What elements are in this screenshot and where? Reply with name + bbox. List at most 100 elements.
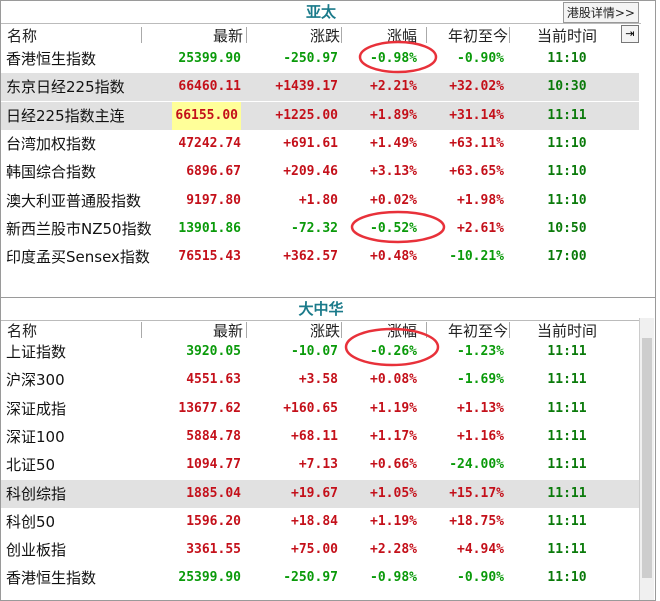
pct-cell: +1.19% (370, 513, 417, 529)
change-cell: +1439.17 (275, 79, 338, 95)
pct-cell: +2.28% (370, 542, 417, 558)
change-cell: +7.13 (298, 457, 338, 473)
change-cell: -250.97 (283, 51, 338, 66)
column-label: 当前时间 (536, 322, 597, 340)
name-cell: 澳大利亚普通股指数 (6, 191, 142, 210)
time-cell: 11:10 (547, 164, 587, 180)
last-cell: 25399.90 (178, 570, 241, 586)
quote-row[interactable]: 沪深300 4551.63 +3.58 +0.08% -1.69% 11:11 (1, 366, 639, 394)
time-cell: 11:11 (547, 400, 587, 416)
quote-row[interactable]: 新西兰股市NZ50指数 13901.86 -72.32 -0.52% +2.61% 10:… (1, 215, 639, 243)
last-cell: 76515.43 (178, 249, 241, 265)
change-cell: +68.11 (291, 428, 338, 444)
quote-row[interactable]: 印度孟买Sensex指数 76515.43 +362.57 +0.48% -10.21%… (1, 243, 639, 271)
ytd-cell: +15.17% (449, 485, 504, 501)
time-cell: 11:11 (547, 485, 587, 501)
time-cell: 11:11 (547, 513, 587, 529)
column-label: 最新 (212, 322, 243, 340)
quote-row[interactable]: 创业板指 3361.55 +75.00 +2.28% +4.94% 11:11 (1, 536, 639, 564)
last-cell: 3920.05 (186, 344, 241, 359)
change-cell: -10.07 (291, 344, 338, 359)
ytd-cell: -0.90% (457, 51, 504, 66)
pct-cell: +1.19% (370, 400, 417, 416)
column-label: 名称 (7, 27, 38, 45)
quote-row[interactable]: 上证指数 3920.05 -10.07 -0.26% -1.23% 11:11 (1, 338, 639, 366)
scroll-thumb (642, 338, 652, 578)
pct-cell: +0.66% (370, 457, 417, 473)
name-cell: 深证100 (6, 427, 65, 446)
change-cell: +362.57 (283, 249, 338, 265)
pct-cell: +0.48% (370, 249, 417, 265)
column-separator (341, 27, 342, 43)
quote-row[interactable]: 台湾加权指数 47242.74 +691.61 +1.49% +63.11% 11:10 (1, 130, 639, 158)
panel-title: 亚太 (1, 1, 641, 24)
quote-row[interactable]: 深证成指 13677.62 +160.65 +1.19% +1.13% 11:11 (1, 395, 639, 423)
quote-row[interactable]: 日经225指数主连 66155.00 +1225.00 +1.89% +31.14% 11… (1, 101, 639, 130)
ytd-cell: +4.94% (457, 542, 504, 558)
time-cell: 17:00 (547, 249, 587, 265)
quote-row[interactable]: 澳大利亚普通股指数 9197.80 +1.80 +0.02% +1.98% 11:10 (1, 187, 639, 215)
quote-row[interactable]: 科创综指 1885.04 +19.67 +1.05% +15.17% 11:11 (1, 479, 639, 508)
column-separator (141, 322, 142, 338)
ytd-cell: +2.61% (457, 220, 504, 236)
last-cell: 4551.63 (186, 372, 241, 388)
quote-row[interactable]: 韩国综合指数 6896.67 +209.46 +3.13% +63.65% 11:10 (1, 158, 639, 186)
last-cell: 66155.00 (172, 101, 241, 130)
ytd-cell: +31.14% (449, 107, 504, 123)
time-cell: 11:10 (547, 51, 587, 66)
pct-cell: +2.21% (370, 79, 417, 95)
name-cell: 上证指数 (6, 343, 67, 361)
change-cell: +1225.00 (275, 107, 338, 123)
name-cell: 韩国综合指数 (6, 163, 97, 182)
last-cell: 66460.11 (178, 79, 241, 95)
pct-cell: +1.17% (370, 428, 417, 444)
ytd-cell: +18.75% (449, 513, 504, 529)
quote-row[interactable]: 香港恒生指数 25399.90 -250.97 -0.98% -0.90% 11:10 (1, 564, 639, 592)
detail-button[interactable]: 港股详情>> (562, 2, 639, 23)
name-cell: 香港恒生指数 (6, 50, 97, 68)
column-label: 涨幅 (386, 27, 417, 45)
ytd-cell: -1.69% (457, 372, 504, 388)
column-label: 涨跌 (309, 322, 340, 340)
column-header: 名称 最新 涨跌 涨幅 年初至今 当前时间 (1, 23, 641, 45)
column-separator (426, 322, 427, 338)
last-cell: 13901.86 (178, 220, 241, 236)
ytd-cell: -24.00% (449, 457, 504, 473)
change-cell: +19.67 (291, 485, 338, 501)
pin-icon[interactable]: ⇥ (621, 25, 639, 43)
ytd-cell: -0.90% (457, 570, 504, 586)
change-cell: +75.00 (291, 542, 338, 558)
name-cell: 深证成指 (6, 399, 67, 418)
pct-cell: -0.98% (370, 51, 417, 66)
column-separator (509, 322, 510, 338)
change-cell: +1.80 (298, 192, 338, 208)
change-cell: +3.58 (298, 372, 338, 388)
column-separator (246, 27, 247, 43)
time-cell: 11:11 (547, 372, 587, 388)
pct-cell: +3.13% (370, 164, 417, 180)
quote-row[interactable]: 深证100 5884.78 +68.11 +1.17% +1.16% 11:11 (1, 423, 639, 451)
ytd-cell: +1.16% (457, 428, 504, 444)
time-cell: 10:30 (547, 79, 587, 95)
last-cell: 13677.62 (178, 400, 241, 416)
column-header: 名称 最新 涨跌 涨幅 年初至今 当前时间 (1, 318, 641, 340)
last-cell: 3361.55 (186, 542, 241, 558)
column-separator (246, 322, 247, 338)
quote-row[interactable]: 东京日经225指数 66460.11 +1439.17 +2.21% +32.02% 10… (1, 73, 639, 102)
ytd-cell: -1.23% (457, 344, 504, 359)
pct-cell: +1.89% (370, 107, 417, 123)
quote-row[interactable]: 香港恒生指数 25399.90 -250.97 -0.98% -0.90% 11:10 (1, 45, 639, 73)
ytd-cell: +1.98% (457, 192, 504, 208)
name-cell: 东京日经225指数 (6, 78, 125, 97)
time-cell: 11:10 (547, 135, 587, 151)
quote-row[interactable]: 科创50 1596.20 +18.84 +1.19% +18.75% 11:11 (1, 508, 639, 536)
last-cell: 1596.20 (186, 513, 241, 529)
last-cell: 25399.90 (178, 51, 241, 66)
ytd-cell: +32.02% (449, 79, 504, 95)
pct-cell: +1.05% (370, 485, 417, 501)
column-separator (426, 27, 427, 43)
change-cell: +18.84 (291, 513, 338, 529)
ytd-cell: +1.13% (457, 400, 504, 416)
quote-row[interactable]: 北证50 1094.77 +7.13 +0.66% -24.00% 11:11 (1, 451, 639, 479)
